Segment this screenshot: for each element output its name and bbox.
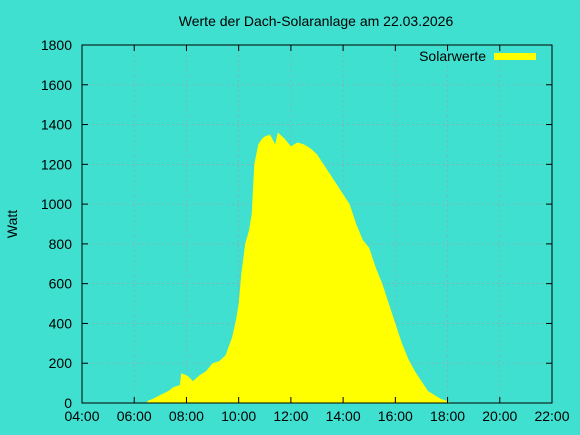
x-tick-label: 14:00 [326, 408, 361, 424]
x-tick-label: 08:00 [169, 408, 204, 424]
legend-swatch [494, 53, 536, 60]
x-tick-label: 04:00 [64, 408, 99, 424]
legend: Solarwerte [419, 48, 536, 64]
x-tick-label: 06:00 [117, 408, 152, 424]
x-tick-label: 18:00 [430, 408, 465, 424]
series-area-solarwerte [147, 132, 451, 403]
x-tick-label: 16:00 [378, 408, 413, 424]
y-tick-label: 600 [49, 276, 73, 292]
x-tick-label: 22:00 [534, 408, 569, 424]
x-tick-label: 20:00 [482, 408, 517, 424]
y-tick-label: 400 [49, 315, 73, 331]
chart-title: Werte der Dach-Solaranlage am 22.03.2026 [179, 13, 454, 29]
legend-label: Solarwerte [419, 48, 486, 64]
y-axis-label: Watt [4, 210, 20, 238]
y-tick-label: 1000 [41, 196, 72, 212]
plot-frame [81, 44, 553, 404]
y-tick-label: 800 [49, 236, 73, 252]
x-tick-label: 12:00 [273, 408, 308, 424]
y-tick-label: 200 [49, 355, 73, 371]
y-tick-label: 1200 [41, 156, 72, 172]
y-tick-label: 1400 [41, 117, 72, 133]
y-tick-label: 1800 [41, 37, 72, 53]
axis-ticks [81, 44, 553, 404]
y-tick-label: 0 [64, 395, 72, 411]
tick-labels: 0 200 400 600 800 1000 1200 1400 1600 1800 04:00 06… [41, 37, 570, 424]
x-tick-label: 10:00 [221, 408, 256, 424]
y-tick-label: 1600 [41, 77, 72, 93]
